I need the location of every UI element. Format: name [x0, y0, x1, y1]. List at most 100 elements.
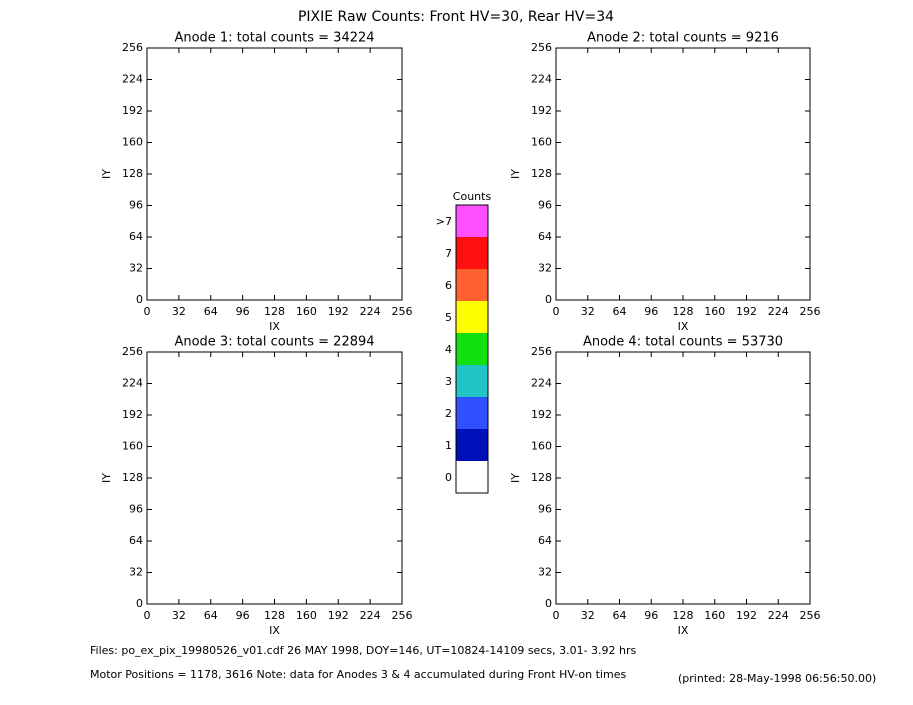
footer-motor: Motor Positions = 1178, 3616 Note: data … — [90, 668, 626, 681]
x-tick-label: 64 — [613, 609, 627, 622]
colorbar-label: 4 — [445, 343, 452, 356]
y-tick-label: 224 — [531, 377, 552, 390]
y-tick-label: 32 — [538, 262, 552, 275]
y-axis-label: IY — [100, 473, 113, 483]
x-tick-label: 0 — [144, 609, 151, 622]
y-tick-label: 0 — [136, 293, 143, 306]
colorbar-swatch — [456, 333, 488, 365]
y-tick-label: 128 — [122, 471, 143, 484]
colorbar-label: 2 — [445, 407, 452, 420]
y-tick-label: 192 — [122, 104, 143, 117]
colorbar-label: 5 — [445, 311, 452, 324]
x-tick-label: 128 — [264, 609, 285, 622]
y-tick-label: 64 — [129, 230, 143, 243]
colorbar-swatch — [456, 429, 488, 461]
y-tick-label: 128 — [531, 471, 552, 484]
x-tick-label: 256 — [392, 305, 413, 318]
y-tick-label: 0 — [545, 293, 552, 306]
x-tick-label: 0 — [144, 305, 151, 318]
y-tick-label: 256 — [531, 41, 552, 54]
colorbar-label: 1 — [445, 439, 452, 452]
x-tick-label: 96 — [644, 609, 658, 622]
colorbar-swatch — [456, 365, 488, 397]
colorbar-swatch — [456, 205, 488, 237]
y-tick-label: 128 — [122, 167, 143, 180]
x-tick-label: 0 — [553, 609, 560, 622]
x-axis-label: IX — [678, 320, 689, 333]
x-tick-label: 32 — [172, 305, 186, 318]
y-axis-label: IY — [509, 473, 522, 483]
x-tick-label: 32 — [172, 609, 186, 622]
y-tick-label: 96 — [538, 503, 552, 516]
y-tick-label: 256 — [122, 41, 143, 54]
colorbar-title: Counts — [453, 190, 492, 203]
y-tick-label: 192 — [531, 104, 552, 117]
colorbar-swatch — [456, 461, 488, 493]
y-tick-label: 0 — [545, 597, 552, 610]
y-tick-label: 96 — [538, 199, 552, 212]
page-title: PIXIE Raw Counts: Front HV=30, Rear HV=3… — [298, 9, 614, 25]
x-tick-label: 256 — [392, 609, 413, 622]
x-tick-label: 96 — [236, 609, 250, 622]
colorbar-label: 3 — [445, 375, 452, 388]
x-tick-label: 224 — [360, 305, 381, 318]
x-axis-label: IX — [269, 624, 280, 637]
x-tick-label: 160 — [704, 305, 725, 318]
y-tick-label: 256 — [122, 345, 143, 358]
y-tick-label: 224 — [531, 73, 552, 86]
panel-title: Anode 3: total counts = 22894 — [174, 335, 374, 350]
y-axis-label: IY — [509, 169, 522, 179]
y-tick-label: 64 — [129, 534, 143, 547]
x-tick-label: 0 — [553, 305, 560, 318]
colorbar-swatch — [456, 237, 488, 269]
x-tick-label: 256 — [800, 305, 821, 318]
x-tick-label: 128 — [673, 609, 694, 622]
x-tick-label: 224 — [768, 609, 789, 622]
y-tick-label: 224 — [122, 377, 143, 390]
colorbar-swatch — [456, 301, 488, 333]
colorbar-label: >7 — [436, 215, 452, 228]
x-tick-label: 128 — [264, 305, 285, 318]
footer-printed: (printed: 28-May-1998 06:56:50.00) — [678, 672, 876, 685]
footer-files: Files: po_ex_pix_19980526_v01.cdf 26 MAY… — [90, 644, 637, 657]
x-axis-label: IX — [269, 320, 280, 333]
y-tick-label: 32 — [129, 566, 143, 579]
y-tick-label: 32 — [538, 566, 552, 579]
colorbar-label: 0 — [445, 471, 452, 484]
y-tick-label: 32 — [129, 262, 143, 275]
colorbar-frame — [455, 204, 489, 494]
x-tick-label: 192 — [736, 305, 757, 318]
x-tick-label: 192 — [328, 609, 349, 622]
panel-title: Anode 2: total counts = 9216 — [587, 31, 779, 46]
colorbar-swatch — [456, 397, 488, 429]
x-tick-label: 160 — [704, 609, 725, 622]
y-tick-label: 224 — [122, 73, 143, 86]
colorbar-swatch — [456, 269, 488, 301]
x-tick-label: 64 — [204, 609, 218, 622]
x-tick-label: 192 — [736, 609, 757, 622]
y-tick-label: 256 — [531, 345, 552, 358]
colorbar-label: 7 — [445, 247, 452, 260]
x-tick-label: 224 — [768, 305, 789, 318]
x-tick-label: 160 — [296, 609, 317, 622]
x-tick-label: 32 — [581, 305, 595, 318]
y-tick-label: 64 — [538, 534, 552, 547]
panel-title: Anode 4: total counts = 53730 — [583, 335, 783, 350]
x-tick-label: 128 — [673, 305, 694, 318]
x-tick-label: 224 — [360, 609, 381, 622]
y-tick-label: 192 — [531, 408, 552, 421]
x-tick-label: 192 — [328, 305, 349, 318]
plot-frame — [555, 351, 811, 605]
y-tick-label: 128 — [531, 167, 552, 180]
plot-frame — [146, 47, 403, 301]
x-tick-label: 160 — [296, 305, 317, 318]
x-tick-label: 64 — [204, 305, 218, 318]
colorbar-label: 6 — [445, 279, 452, 292]
y-tick-label: 160 — [122, 136, 143, 149]
panel-title: Anode 1: total counts = 34224 — [174, 31, 374, 46]
y-tick-label: 64 — [538, 230, 552, 243]
y-tick-label: 160 — [531, 136, 552, 149]
x-tick-label: 256 — [800, 609, 821, 622]
x-tick-label: 32 — [581, 609, 595, 622]
